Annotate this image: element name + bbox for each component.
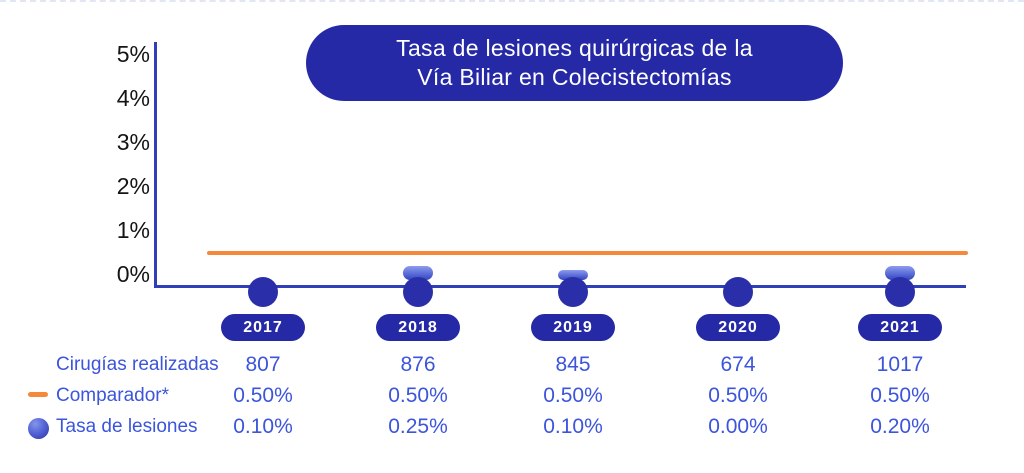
table-cell-comparator-2019: 0.50% bbox=[543, 384, 603, 407]
data-point-dot-2017 bbox=[248, 277, 278, 307]
y-axis-tick: 5% bbox=[116, 41, 150, 67]
data-point-dot-2018 bbox=[403, 277, 433, 307]
comparator-line bbox=[207, 251, 968, 255]
chart-title-line2: Vía Biliar en Colecistectomías bbox=[417, 64, 732, 90]
year-badge-2021: 2021 bbox=[858, 314, 942, 341]
data-point-dot-2021 bbox=[885, 277, 915, 307]
table-cell-comparator-2018: 0.50% bbox=[388, 384, 448, 407]
year-badge-2019: 2019 bbox=[531, 314, 615, 341]
table-cell-comparator-2020: 0.50% bbox=[708, 384, 768, 407]
year-badge-2018: 2018 bbox=[376, 314, 460, 341]
row-label-tasa-de-lesiones: Tasa de lesiones bbox=[56, 416, 198, 437]
row-label-comparador: Comparador* bbox=[56, 385, 169, 406]
table-cell-comparator-2021: 0.50% bbox=[870, 384, 930, 407]
table-cell-surgeries-2021: 1017 bbox=[876, 353, 924, 376]
data-point-bar-2019 bbox=[558, 270, 588, 280]
y-axis-line bbox=[154, 42, 157, 288]
year-badge-2020: 2020 bbox=[696, 314, 780, 341]
y-axis-tick: 2% bbox=[116, 173, 150, 199]
table-cell-lesion-rate-2019: 0.10% bbox=[543, 415, 603, 438]
data-point-bar-2021 bbox=[885, 266, 915, 280]
table-cell-lesion-rate-2020: 0.00% bbox=[708, 415, 768, 438]
table-cell-comparator-2017: 0.50% bbox=[233, 384, 293, 407]
data-point-dot-2020 bbox=[723, 277, 753, 307]
y-axis-tick: 3% bbox=[116, 129, 150, 155]
row-label-cirugias-realizadas: Cirugías realizadas bbox=[56, 354, 219, 375]
comparator-line-icon bbox=[28, 392, 48, 397]
y-axis-tick: 1% bbox=[116, 217, 150, 243]
table-cell-surgeries-2018: 876 bbox=[400, 353, 436, 376]
table-cell-lesion-rate-2018: 0.25% bbox=[388, 415, 448, 438]
chart-title-line1: Tasa de lesiones quirúrgicas de la bbox=[396, 34, 753, 61]
table-cell-lesion-rate-2017: 0.10% bbox=[233, 415, 293, 438]
table-cell-surgeries-2019: 845 bbox=[555, 353, 591, 376]
year-badge-2017: 2017 bbox=[221, 314, 305, 341]
data-point-bar-2018 bbox=[403, 266, 433, 280]
y-axis-tick: 4% bbox=[116, 85, 150, 111]
table-cell-lesion-rate-2021: 0.20% bbox=[870, 415, 930, 438]
table-cell-surgeries-2017: 807 bbox=[245, 353, 281, 376]
data-point-dot-2019 bbox=[558, 277, 588, 307]
y-axis-tick: 0% bbox=[116, 261, 150, 287]
lesion-rate-dot-icon bbox=[28, 418, 49, 439]
chart-title: Tasa de lesiones quirúrgicas de la Vía B… bbox=[306, 25, 843, 101]
table-cell-surgeries-2020: 674 bbox=[720, 353, 756, 376]
